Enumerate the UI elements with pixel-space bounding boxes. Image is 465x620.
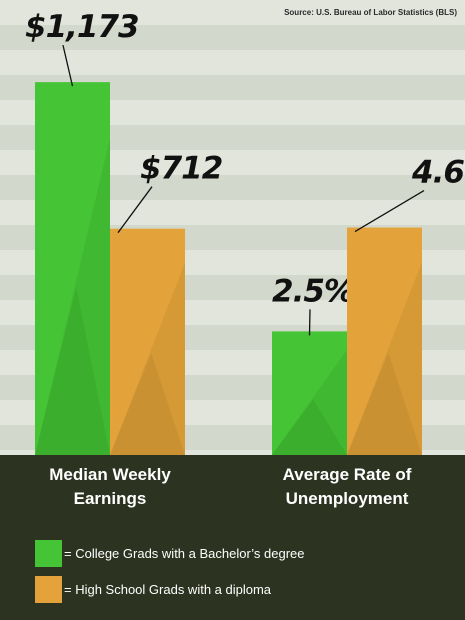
bar-shade [347,352,422,455]
legend-swatch-college [35,540,62,567]
background-stripe [0,0,465,25]
category-label: Median Weekly [49,465,171,484]
bar-college-1 [272,331,347,455]
bars: $1,173 $712 2.5% 4.6% [25,9,465,456]
legend-label: = High School Grads with a diploma [64,582,272,597]
category-label: Unemployment [286,489,409,508]
footer-band [0,455,465,620]
value-label: 4.6% [411,155,465,191]
bar-shade [35,138,110,455]
bar-high_school-1 [347,227,422,455]
legend-label: = College Grads with a Bachelor’s degree [64,546,305,561]
value-label: $712 [140,151,222,187]
label-pointer [117,186,153,234]
category-label: Average Rate of [283,465,412,484]
background-stripe [0,50,465,75]
background-stripe [0,25,465,50]
legend-swatch-high_school [35,576,62,603]
category-label: Earnings [74,489,147,508]
bar-shade [35,287,110,455]
bar-shade [272,399,347,455]
label-pointer [308,309,311,336]
bar-shade [272,349,347,455]
bar-college-0 [35,82,110,456]
bar-shade [110,262,185,455]
value-label: $1,173 [25,9,139,45]
background-stripe [0,450,465,455]
bar-shade [110,353,185,455]
label-pointer [354,189,425,233]
value-label: 2.5% [272,273,354,309]
footer: Median Weekly Earnings Average Rate of Unem… [0,455,465,620]
bar-high_school-0 [110,228,185,455]
bar-shade [347,261,422,455]
label-pointer [62,45,74,87]
source-note: Source: U.S. Bureau of Labor Statistics … [284,8,457,17]
